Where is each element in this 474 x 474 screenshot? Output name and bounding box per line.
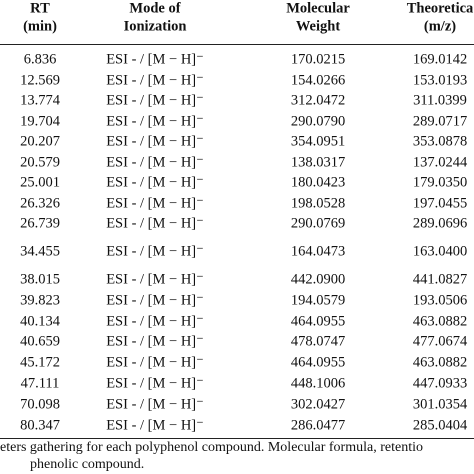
table-cell: ESI - / [M − H]⁻ [106, 133, 204, 150]
table-cell: 25.001 [20, 174, 60, 191]
table-cell: 13.774 [20, 92, 60, 109]
table-cell: ESI - / [M − H]⁻ [106, 417, 204, 434]
table-cell: 463.0882 [412, 313, 468, 330]
table-cell: 194.0579 [290, 292, 346, 309]
table-cell: ESI - / [M − H]⁻ [106, 292, 204, 309]
table-cell: 38.015 [20, 271, 60, 288]
table-cell: 12.569 [20, 72, 60, 88]
table-cell: ESI - / [M − H]⁻ [106, 92, 204, 109]
table-cell: 34.455 [20, 243, 60, 260]
table-cell: 163.0400 [412, 243, 468, 260]
table-cell: 447.0933 [412, 375, 468, 392]
table-cell: ESI - / [M − H]⁻ [106, 243, 204, 260]
caption-line: eters gathering for each polyphenol comp… [0, 440, 423, 455]
table-cell: 464.0955 [290, 313, 346, 330]
header-cell: (m/z) [423, 18, 457, 35]
table-cell: 289.0696 [412, 215, 468, 232]
table-cell: ESI - / [M − H]⁻ [106, 113, 204, 129]
table-cell: 198.0528 [290, 195, 346, 211]
table-cell: 169.0142 [412, 51, 468, 68]
table-cell: 354.0951 [290, 133, 346, 150]
table-cell: 20.207 [20, 133, 60, 150]
table-bottom-rule [0, 438, 474, 439]
table-cell: 478.0747 [290, 333, 346, 350]
table-cell: 26.326 [20, 195, 60, 211]
table-cell: 197.0455 [412, 195, 468, 211]
header-cell: Molecular [286, 0, 350, 17]
table-cell: 138.0317 [290, 154, 346, 170]
table-cell: 290.0769 [290, 215, 346, 232]
table-cell: 302.0427 [290, 396, 346, 413]
table-cell: 153.0193 [412, 72, 468, 88]
header-rule [0, 44, 474, 45]
header-cell: RT [30, 0, 50, 17]
header-cell: Theoretica [406, 0, 474, 17]
table-cell: 290.0790 [290, 113, 346, 129]
table-cell: 137.0244 [412, 154, 468, 170]
caption-line: phenolic compound. [30, 457, 145, 472]
table-cell: 26.739 [20, 215, 60, 232]
table-cell: 442.0900 [290, 271, 346, 288]
table-cell: ESI - / [M − H]⁻ [106, 333, 204, 350]
table-cell: 464.0955 [290, 354, 346, 371]
table-cell: 170.0215 [290, 51, 346, 68]
table-cell: 180.0423 [290, 174, 346, 191]
table-cell: ESI - / [M − H]⁻ [106, 354, 204, 371]
table-cell: 463.0882 [412, 354, 468, 371]
table-cell: ESI - / [M − H]⁻ [106, 396, 204, 413]
table-cell: ESI - / [M − H]⁻ [106, 313, 204, 330]
table-cell: ESI - / [M − H]⁻ [106, 51, 204, 68]
table-cell: 47.111 [20, 375, 60, 392]
table-cell: ESI - / [M − H]⁻ [106, 375, 204, 392]
table-cell: 40.659 [20, 333, 60, 350]
table-cell: 285.0404 [412, 417, 468, 434]
table-cell: 40.134 [20, 313, 60, 330]
header-cell: Ionization [123, 18, 187, 35]
table-cell: ESI - / [M − H]⁻ [106, 174, 204, 191]
table-cell: 301.0354 [412, 396, 468, 413]
table-cell: 286.0477 [290, 417, 346, 434]
table-cell: 19.704 [20, 113, 60, 129]
table-cell: ESI - / [M − H]⁻ [106, 72, 204, 88]
table-cell: 441.0827 [412, 271, 468, 288]
table-cell: 353.0878 [412, 133, 468, 150]
table-cell: 164.0473 [290, 243, 346, 260]
header-cell: Mode of [129, 0, 181, 17]
table-cell: ESI - / [M − H]⁻ [106, 154, 204, 170]
table-cell: ESI - / [M − H]⁻ [106, 271, 204, 288]
table-cell: 80.347 [20, 417, 60, 434]
table-cell: 70.098 [20, 396, 60, 413]
table-cell: 6.836 [23, 51, 57, 68]
table-cell: 312.0472 [290, 92, 346, 109]
table-cell: 179.0350 [412, 174, 468, 191]
table-cell: 448.1006 [290, 375, 346, 392]
table-cell: 39.823 [20, 292, 60, 309]
header-cell: (min) [23, 18, 57, 35]
header-cell: Weight [295, 18, 341, 35]
table-cell: 477.0674 [412, 333, 468, 350]
table-cell: 311.0399 [413, 92, 467, 109]
table-cell: ESI - / [M − H]⁻ [106, 215, 204, 232]
table-cell: 45.172 [20, 354, 60, 371]
table-cell: 20.579 [20, 154, 60, 170]
table-cell: 193.0506 [412, 292, 468, 309]
table-cell: ESI - / [M − H]⁻ [106, 195, 204, 211]
table-cell: 289.0717 [412, 113, 468, 129]
table-cell: 154.0266 [290, 72, 346, 88]
